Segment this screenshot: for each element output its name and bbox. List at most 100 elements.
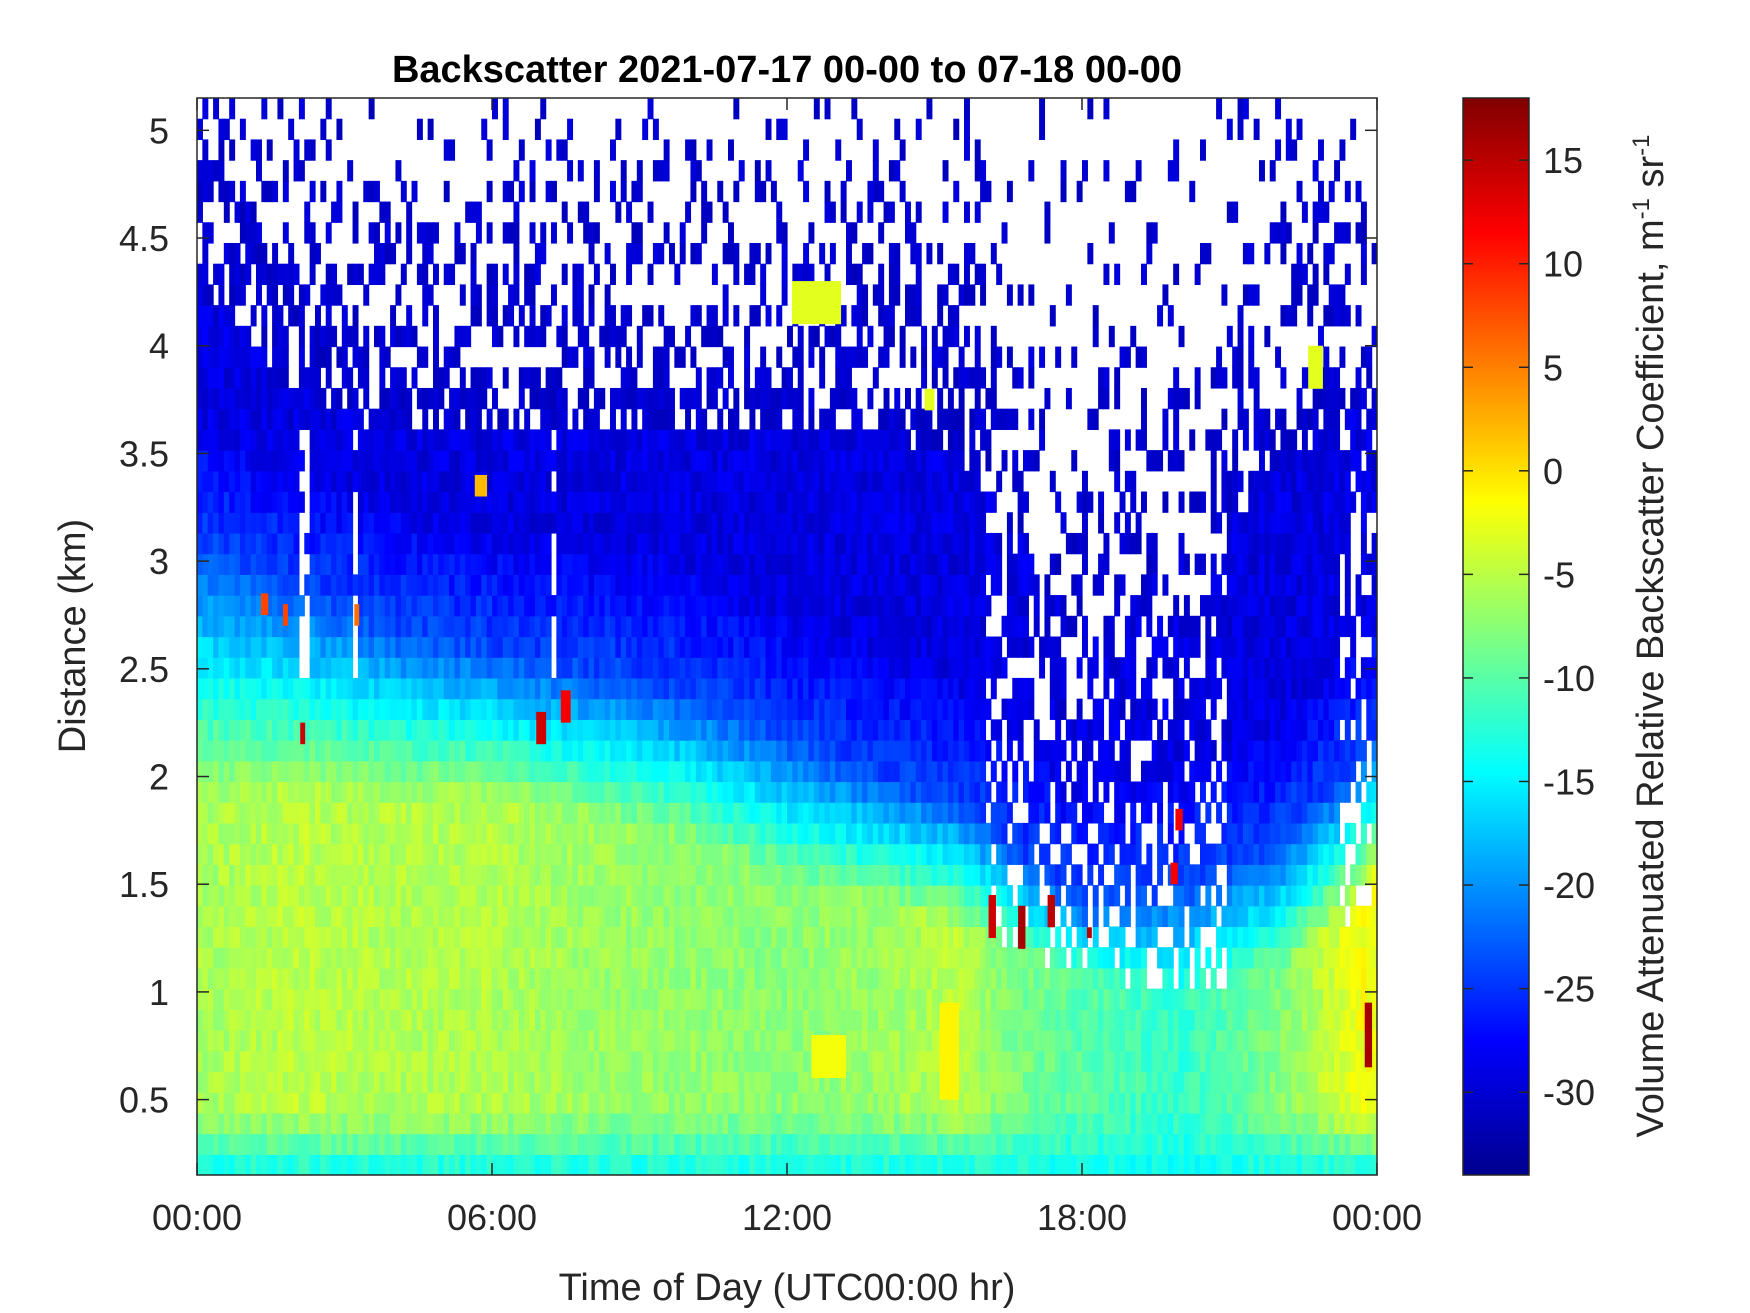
heatmap-cell xyxy=(706,657,713,679)
heatmap-cell xyxy=(593,222,600,244)
heatmap-cell xyxy=(298,947,305,969)
heatmap-cell xyxy=(685,574,692,596)
heatmap-cell xyxy=(315,636,321,658)
heatmap-cell xyxy=(406,802,413,824)
heatmap-cell xyxy=(427,512,434,534)
heatmap-cell xyxy=(454,1050,461,1073)
heatmap-cell xyxy=(813,864,820,886)
heatmap-cell xyxy=(411,1154,418,1175)
heatmap-cell xyxy=(706,947,713,969)
heatmap-cell xyxy=(760,802,767,824)
heatmap-cell xyxy=(695,408,702,430)
heatmap-cell xyxy=(717,1009,724,1031)
heatmap-cell xyxy=(620,967,627,990)
heatmap-cell xyxy=(631,367,638,389)
heatmap-cell xyxy=(352,760,359,783)
heatmap-cell xyxy=(593,781,600,803)
heatmap-cell xyxy=(486,740,493,762)
heatmap-cell xyxy=(792,698,799,720)
heatmap-cell xyxy=(304,1112,311,1135)
heatmap-cell xyxy=(583,947,590,969)
heatmap-cell xyxy=(556,408,563,430)
heatmap-cell xyxy=(561,408,568,430)
heatmap-cell xyxy=(599,553,606,575)
heatmap-cell xyxy=(486,1071,493,1093)
heatmap-cell xyxy=(572,470,579,493)
heatmap-cell xyxy=(770,740,777,762)
heatmap-cell xyxy=(363,574,370,596)
heatmap-cell xyxy=(808,698,815,720)
heatmap-cell xyxy=(363,657,370,679)
heatmap-cell xyxy=(347,781,354,803)
heatmap-cell xyxy=(567,429,574,451)
heatmap-cell xyxy=(202,595,209,617)
heatmap-cell xyxy=(207,988,214,1010)
heatmap-cell xyxy=(433,263,439,285)
heatmap-cell xyxy=(395,574,402,596)
heatmap-cell xyxy=(787,657,793,679)
heatmap-cell xyxy=(309,677,316,700)
heatmap-cell xyxy=(524,491,531,513)
heatmap-cell xyxy=(615,988,622,1010)
heatmap-cell xyxy=(352,926,359,948)
heatmap-cell xyxy=(760,346,767,368)
heatmap-cell xyxy=(717,1050,724,1073)
heatmap-cell xyxy=(250,305,257,327)
heatmap-cell xyxy=(647,574,654,596)
heatmap-cell xyxy=(824,843,831,865)
heatmap-cell xyxy=(529,284,536,306)
heatmap-cell xyxy=(604,885,611,907)
heatmap-cell xyxy=(733,470,740,493)
heatmap-cell xyxy=(309,1092,316,1114)
heatmap-cell xyxy=(749,595,756,617)
heatmap-cell xyxy=(341,615,348,638)
heatmap-cell xyxy=(427,532,434,555)
heatmap-cell xyxy=(749,864,756,886)
heatmap-cell xyxy=(588,843,595,865)
heatmap-cell xyxy=(733,512,740,534)
heatmap-cell xyxy=(540,947,547,969)
heatmap-cell xyxy=(824,615,831,638)
heatmap-cell xyxy=(470,242,477,265)
heatmap-cell xyxy=(824,1092,831,1114)
heatmap-cell xyxy=(717,450,724,472)
heatmap-cell xyxy=(679,1154,686,1175)
heatmap-cell xyxy=(561,926,568,948)
heatmap-cell xyxy=(443,677,450,700)
heatmap-cell xyxy=(829,864,836,886)
heatmap-cell xyxy=(776,615,783,638)
heatmap-cell xyxy=(760,926,767,948)
heatmap-cell xyxy=(567,1009,574,1031)
heatmap-cell xyxy=(218,885,225,907)
heatmap-cell xyxy=(492,926,498,948)
heatmap-cell xyxy=(797,532,804,555)
heatmap-cell xyxy=(218,346,225,368)
heatmap-cell xyxy=(674,512,681,534)
heatmap-cell xyxy=(309,325,316,348)
heatmap-cell xyxy=(577,305,584,327)
heatmap-cell xyxy=(744,1009,751,1031)
heatmap-cell xyxy=(304,926,311,948)
heatmap-cell xyxy=(492,1092,498,1114)
heatmap-cell xyxy=(470,1071,477,1093)
heatmap-cell xyxy=(223,885,230,907)
heatmap-cell xyxy=(819,553,826,575)
heatmap-cell xyxy=(674,740,681,762)
heatmap-cell xyxy=(347,1154,354,1175)
heatmap-cell xyxy=(320,615,327,638)
heatmap-cell xyxy=(540,574,547,596)
heatmap-cell xyxy=(481,553,488,575)
heatmap-cell xyxy=(744,947,751,969)
heatmap-cell xyxy=(218,387,225,410)
heatmap-cell xyxy=(341,305,348,327)
heatmap-cell xyxy=(706,885,713,907)
heatmap-cell xyxy=(797,1030,804,1052)
heatmap-cell xyxy=(422,657,429,679)
heatmap-cell xyxy=(658,532,665,555)
heatmap-cell xyxy=(588,512,595,534)
heatmap-cell xyxy=(829,988,836,1010)
heatmap-cell xyxy=(776,470,783,493)
heatmap-cell xyxy=(717,760,724,783)
heatmap-cell xyxy=(293,450,300,472)
heatmap-cell xyxy=(288,698,295,720)
